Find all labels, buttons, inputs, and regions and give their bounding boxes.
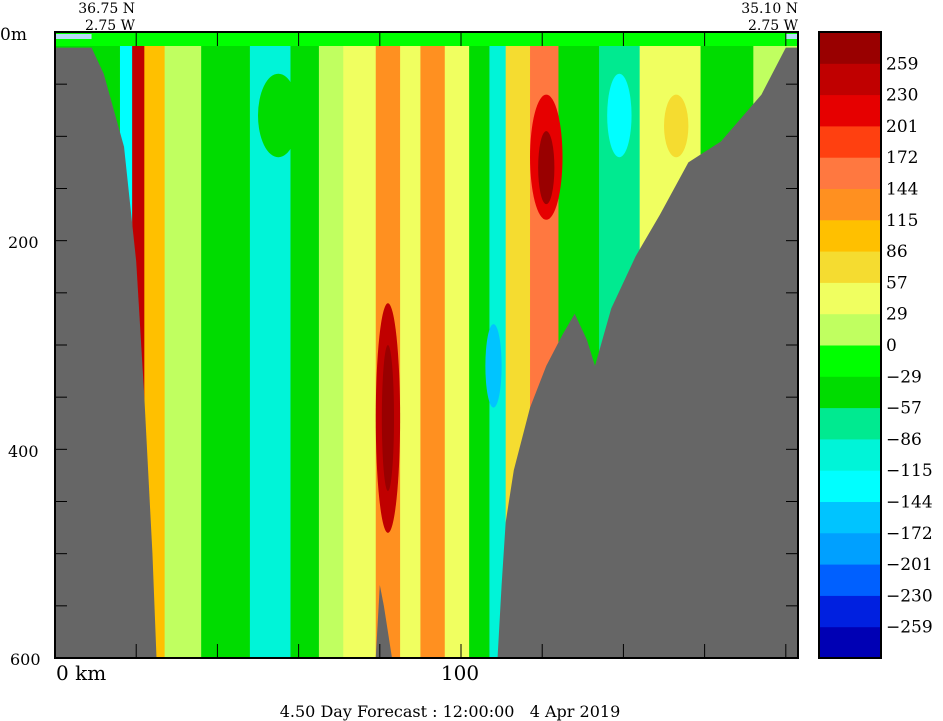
field-core <box>538 131 555 205</box>
colorbar-label: 230 <box>886 86 918 106</box>
field-band <box>201 32 251 658</box>
colorbar-label: −230 <box>886 586 933 606</box>
colorbar-label: 172 <box>886 148 918 168</box>
bathymetry-left <box>55 47 157 658</box>
field-band <box>318 32 344 658</box>
field-band <box>343 32 377 658</box>
axis-ticks <box>55 32 798 658</box>
colorbar-label: −172 <box>886 524 933 544</box>
colorbar-label: −57 <box>886 399 922 419</box>
colorbar-swatch <box>819 32 881 64</box>
field-core <box>485 324 502 408</box>
colorbar-swatch <box>819 313 881 346</box>
bathymetry <box>55 47 798 658</box>
surface-strip-left <box>55 34 92 39</box>
field-core <box>607 73 632 158</box>
colorbar-label: 144 <box>886 180 918 200</box>
field-band <box>400 32 421 658</box>
colorbar-swatch <box>819 595 881 628</box>
start-lat: 36.75 N <box>78 1 135 17</box>
colorbar-label: 259 <box>886 54 918 74</box>
surface-layer <box>55 32 798 46</box>
bathymetry-mid <box>375 584 392 658</box>
colorbar-swatch <box>819 407 881 440</box>
surface-strip-right <box>785 34 798 39</box>
colorbar-label: −201 <box>886 555 933 575</box>
x-tick-label-0: 0 km <box>56 661 106 685</box>
field-core <box>381 345 395 492</box>
forecast-title: 4.50 Day Forecast : 12:00:00 4 Apr 2019 <box>280 702 621 721</box>
colorbar-label: 57 <box>886 273 908 293</box>
colorbar-swatch <box>819 94 881 127</box>
colorbar-swatch <box>819 532 881 565</box>
y-tick-label-600: 600 <box>10 650 41 669</box>
field-band <box>164 32 202 658</box>
colorbar-label: −144 <box>886 493 933 513</box>
field-core <box>258 73 299 158</box>
colorbar-swatch <box>819 376 881 409</box>
colorbar-swatch <box>819 188 881 221</box>
colorbar-frame <box>818 31 882 659</box>
colorbar-swatch <box>819 438 881 471</box>
colorbar-swatch <box>819 282 881 315</box>
colorbar-swatch <box>819 345 881 377</box>
field-band <box>420 32 446 658</box>
field-core <box>664 94 689 158</box>
colorbar-label: 86 <box>886 242 908 262</box>
colorbar-swatch <box>819 63 881 96</box>
colorbar-swatch <box>819 157 881 189</box>
end-lon: 2.75 W <box>748 18 799 34</box>
end-lat: 35.10 N <box>741 1 798 17</box>
field-band <box>469 32 490 658</box>
bathymetry-right <box>497 47 798 658</box>
field-band <box>444 32 470 658</box>
colorbar-label: −86 <box>886 430 922 450</box>
start-lon: 2.75 W <box>85 18 136 34</box>
colorbar-swatch <box>819 626 881 659</box>
colorbar-label: −29 <box>886 367 922 387</box>
colorbar: 259 230 201 172 144 115 86 57 29 0 −29 −57 −86 −115 −1… <box>818 31 933 659</box>
y-tick-label-0: 0m <box>0 25 27 45</box>
colorbar-label: 29 <box>886 305 908 325</box>
colorbar-swatch <box>819 501 881 534</box>
x-tick-label-100: 100 <box>441 661 479 685</box>
colorbar-label: 115 <box>886 211 918 231</box>
colorbar-swatch <box>819 470 881 502</box>
colorbar-swatch <box>819 219 881 252</box>
colorbar-label: −259 <box>886 618 933 638</box>
colorbar-swatch <box>819 125 881 158</box>
y-tick-label-400: 400 <box>8 442 39 461</box>
colorbar-label: 0 <box>886 336 897 356</box>
colorbar-label: 201 <box>886 117 918 137</box>
colorbar-label: −115 <box>886 461 933 481</box>
y-tick-label-200: 200 <box>8 233 39 252</box>
colorbar-swatch <box>819 564 881 596</box>
colorbar-swatch <box>819 251 881 283</box>
